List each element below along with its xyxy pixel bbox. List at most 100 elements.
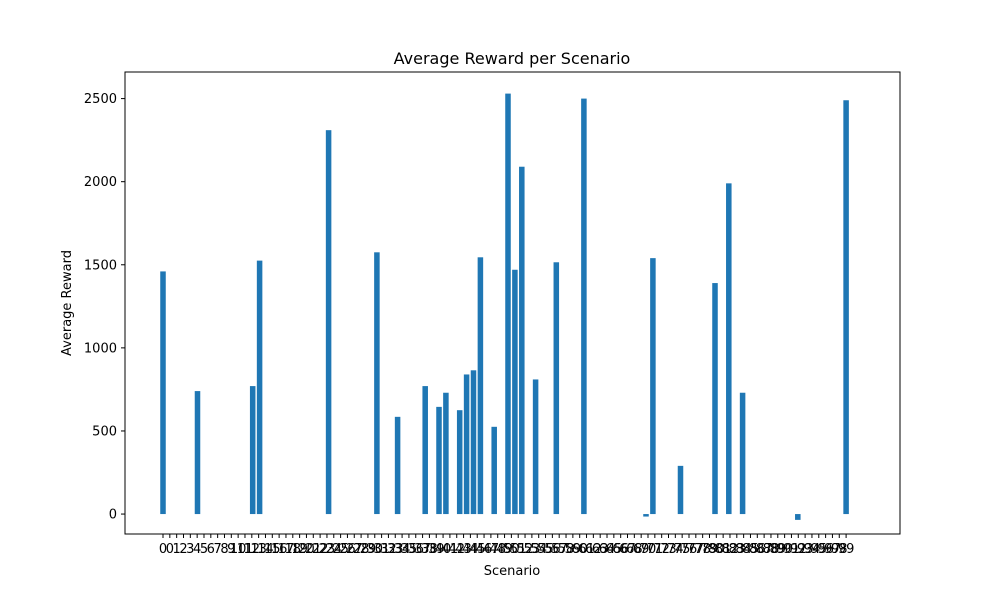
y-tick-label: 2500 [84,92,117,107]
bar-scenario-13 [249,386,256,515]
x-tick-label: 65 [606,542,623,557]
bars-layer [160,93,849,520]
x-tick-label: 18 [285,542,302,557]
x-tick-label: 11 [237,542,254,557]
bar-scenario-54 [532,379,539,515]
x-tick-label: 9 [227,542,235,557]
x-tick-label: 79 [701,542,718,557]
x-tick-label: 88 [763,542,780,557]
bar-scenario-71 [650,258,656,515]
x-tick-label: 27 [346,542,363,557]
x-tick-label: 40 [435,542,452,557]
x-tick-label: 97 [824,542,841,557]
x-tick-label: 28 [353,542,370,557]
x-tick-label: 16 [271,542,288,557]
x-tick-label: 36 [407,542,424,557]
x-tick-label: 70 [640,542,657,557]
bar-scenario-44 [463,374,470,515]
x-tick-label: 96 [817,542,834,557]
x-tick-label: 68 [626,542,643,557]
x-tick-label: 52 [517,542,534,557]
x-tick-label: 1 [173,542,181,557]
x-tick-label: 69 [633,542,650,557]
x-tick-label: 54 [530,542,547,557]
bar-scenario-46 [477,257,484,515]
x-tick-label: 48 [489,542,506,557]
x-tick-label: 26 [339,542,356,557]
x-tick-label: 58 [558,542,575,557]
bar-scenario-51 [512,269,518,515]
x-tick-label: 63 [592,542,609,557]
bar-scenario-40 [436,406,442,515]
x-tick-label: 66 [612,542,629,557]
x-tick-label: 93 [797,542,814,557]
x-tick-label: 67 [619,542,636,557]
bar-scenario-34 [394,416,401,515]
x-tick-label: 49 [496,542,513,557]
bar-scenario-48 [491,426,497,515]
x-tick-label: 32 [380,542,397,557]
bar-scenario-75 [677,465,684,515]
bar-scenario-84 [739,392,746,515]
x-tick-label: 99 [838,542,855,557]
x-tick-label: 80 [708,542,725,557]
bar-scenario-70 [643,514,649,517]
x-axis-label: Scenario [484,564,541,579]
x-tick-label: 64 [599,542,616,557]
bar-scenario-52 [519,166,525,515]
x-tick-label: 75 [674,542,691,557]
bar-scenario-31 [374,252,380,515]
x-tick-label: 14 [257,542,274,557]
x-tick-label: 72 [653,542,670,557]
x-tick-label: 55 [537,542,554,557]
x-tick-label: 45 [469,542,486,557]
y-tick-label: 500 [92,424,117,439]
x-tick-label: 59 [565,542,582,557]
chart-title: Average Reward per Scenario [394,49,631,68]
x-tick-label: 90 [776,542,793,557]
x-tick-label: 94 [804,542,821,557]
x-tick-label: 33 [387,542,404,557]
x-tick-label: 77 [688,542,705,557]
x-tick-label: 44 [462,542,479,557]
y-axis: 0 500 1000 1500 2000 2500 [84,92,125,523]
x-tick-label: 53 [524,542,541,557]
bar-scenario-57 [553,262,560,515]
x-tick-label: 84 [735,542,752,557]
x-tick-label: 86 [749,542,766,557]
x-tick-label: 60 [571,542,588,557]
x-tick-label: 43 [455,542,472,557]
x-tick-label: 85 [742,542,759,557]
x-tick-label: 95 [811,542,828,557]
bar-scenario-80 [712,283,718,515]
x-tick-label: 56 [544,542,561,557]
x-tick-label: 87 [756,542,773,557]
bar-scenario-43 [456,410,463,515]
x-tick-label: 74 [667,542,684,557]
x-tick-label: 2 [179,542,187,557]
x-tick-label: 92 [790,542,807,557]
x-tick-label: 8 [220,542,228,557]
x-axis: 0012345678910111213141516171819202122232… [159,534,855,557]
y-tick-label: 0 [109,508,117,523]
x-tick-label: 39 [428,542,445,557]
x-tick-label: 13 [250,542,267,557]
x-tick-label: 6 [207,542,215,557]
x-tick-label: 78 [694,542,711,557]
x-tick-label: 0 [159,542,167,557]
bar-scenario-38 [422,386,428,515]
x-tick-label: 76 [681,542,698,557]
x-tick-label: 34 [394,542,411,557]
x-tick-label: 89 [770,542,787,557]
x-tick-label: 5 [200,542,208,557]
x-tick-label: 62 [585,542,602,557]
plot-frame [124,71,901,535]
x-tick-label: 12 [244,542,261,557]
x-tick-label: 31 [373,542,390,557]
x-tick-label: 30 [366,542,383,557]
x-tick-label: 7 [214,542,222,557]
x-tick-label: 19 [291,542,308,557]
x-tick-label: 98 [831,542,848,557]
y-tick-label: 2000 [84,175,117,190]
